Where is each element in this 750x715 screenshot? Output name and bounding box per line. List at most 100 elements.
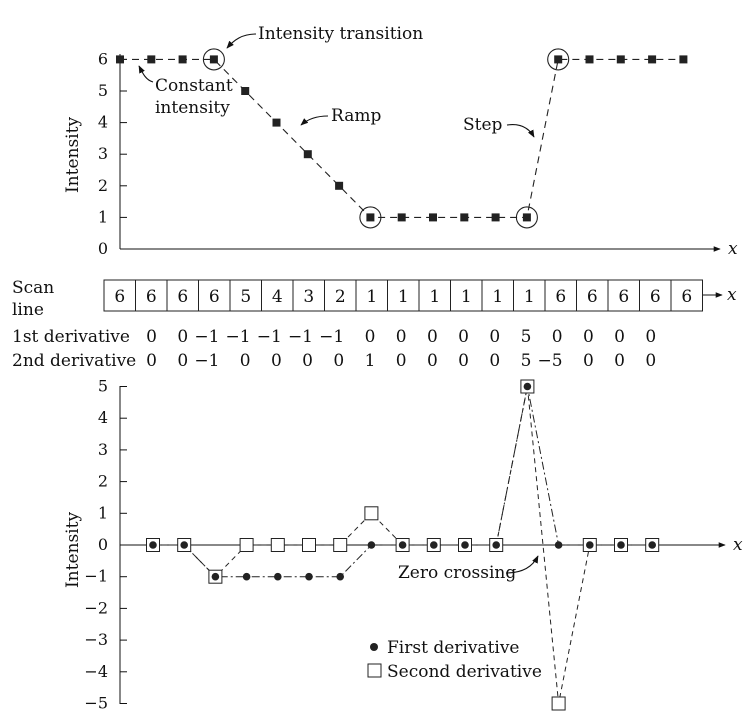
scan-line-value: 6 (555, 287, 566, 307)
bottom-y-ticks: 5 4 3 2 1 0 −1 −2 −3 −4 −5 (84, 377, 127, 713)
second-derivative-value: 0 (302, 351, 313, 371)
scan-line-cell (513, 279, 546, 312)
first-derivative-value: −1 (257, 327, 282, 347)
top-y-axis-title: Intensity (63, 117, 83, 193)
second-derivative-value: 0 (271, 351, 282, 371)
scan-line-cell (576, 279, 609, 312)
top-profile-point (303, 150, 312, 159)
bottom-y-tick-label: 1 (98, 503, 108, 522)
scan-x-label: x (727, 285, 737, 305)
second-derivative-value: 0 (458, 351, 469, 371)
top-profile-point (522, 213, 531, 222)
scan-line-cell (229, 279, 262, 312)
top-transition-circle (515, 206, 538, 229)
top-profile-point (460, 213, 469, 222)
top-profile-point (116, 55, 124, 64)
first-derivative-value: 0 (427, 327, 438, 347)
second-derivative-value: 1 (365, 351, 376, 371)
second-derivative-point (239, 538, 254, 552)
first-derivative-value: 0 (552, 327, 563, 347)
scan-line-cell (198, 279, 231, 312)
top-transition-circle (547, 48, 570, 71)
first-derivative-point (211, 572, 220, 581)
scan-line-value: 6 (587, 287, 598, 307)
scan-line-value: 1 (492, 287, 503, 307)
bottom-y-tick-label: 3 (98, 440, 108, 459)
top-y-tick-label: 3 (98, 144, 108, 163)
derivatives-chart: x Intensity 5 4 3 2 1 0 −1 −2 −3 −4 −5 Zero crossi… (63, 377, 743, 713)
scan-line-value: 1 (524, 287, 535, 307)
top-profile-point (397, 213, 406, 222)
scan-label-line1: Scan (12, 278, 54, 298)
first-derivative-point (398, 541, 407, 549)
second-derivative-value: 0 (333, 351, 344, 371)
bottom-y-tick-label: −3 (84, 630, 108, 649)
first-derivative-point (523, 382, 532, 391)
legend-first-derivative-label: First derivative (387, 638, 520, 658)
top-profile-point (147, 55, 156, 64)
first-derivative-value: 0 (365, 327, 376, 347)
top-profile-point (585, 55, 594, 64)
first-derivative-value: 0 (458, 327, 469, 347)
legend-second-derivative-label: Second derivative (387, 662, 542, 682)
top-profile-point (491, 213, 500, 222)
scan-line-value: 6 (681, 287, 692, 307)
bottom-x-axis-label: x (733, 535, 743, 555)
scan-line-value: 1 (366, 287, 377, 307)
bottom-y-tick-label: −1 (84, 567, 108, 586)
first-derivative-value: 0 (645, 327, 656, 347)
scan-line-cell (544, 279, 577, 312)
top-x-axis-label: x (728, 239, 738, 259)
first-derivative-value: −1 (194, 327, 219, 347)
top-profile-point (366, 213, 375, 222)
scan-line-cell (324, 279, 357, 312)
first-derivative-point (305, 572, 313, 581)
top-transition-circle (359, 206, 382, 229)
bottom-y-tick-label: −2 (84, 598, 108, 617)
bottom-y-tick-label: 5 (98, 377, 108, 396)
first-derivative-point (648, 541, 656, 549)
second-derivative-value: −1 (194, 351, 219, 371)
scan-line-value: 2 (335, 287, 346, 307)
first-derivative-value: −1 (319, 327, 344, 347)
first-derivative-point (274, 572, 282, 581)
second-derivative-value: 0 (489, 351, 500, 371)
scan-line-cell (607, 279, 640, 312)
legend-first-derivative-marker (370, 643, 378, 651)
scan-line-value: 3 (303, 287, 314, 307)
annotation-zero-crossing: Zero crossing (398, 563, 516, 583)
first-derivative-value: 0 (583, 327, 594, 347)
top-transition-circle (202, 48, 225, 71)
top-transition-circles (202, 48, 570, 229)
second-derivative-value: 0 (146, 351, 157, 371)
top-y-tick-label: 1 (98, 207, 108, 226)
scan-line-cell (261, 279, 294, 312)
second-derivative-point (333, 538, 348, 552)
top-profile-point (335, 181, 344, 190)
annotation-intensity-transition: Intensity transition (258, 24, 423, 44)
first-derivative-point (430, 541, 438, 549)
scan-line-value: 6 (146, 287, 157, 307)
bottom-series-points (146, 379, 660, 711)
scan-line-value: 6 (177, 287, 188, 307)
annotation-step-arrow (506, 124, 535, 138)
first-derivative-point (367, 541, 376, 549)
top-y-tick-label: 4 (98, 113, 108, 132)
top-profile-points (116, 55, 688, 222)
first-derivative-value: 0 (614, 327, 625, 347)
top-profile-point (648, 55, 657, 64)
bottom-y-tick-label: −5 (84, 694, 108, 713)
top-profile-point (178, 55, 187, 64)
first-derivative-row-label: 1st derivative (12, 327, 130, 347)
scan-line-value: 5 (240, 287, 251, 307)
second-derivative-point (302, 538, 316, 552)
top-profile-point (241, 87, 250, 95)
top-y-tick-label: 2 (98, 176, 108, 195)
annotation-step: Step (463, 115, 503, 135)
second-derivative-point (364, 506, 379, 521)
first-derivative-value: 5 (521, 327, 532, 347)
scan-line-value: 1 (429, 287, 440, 307)
